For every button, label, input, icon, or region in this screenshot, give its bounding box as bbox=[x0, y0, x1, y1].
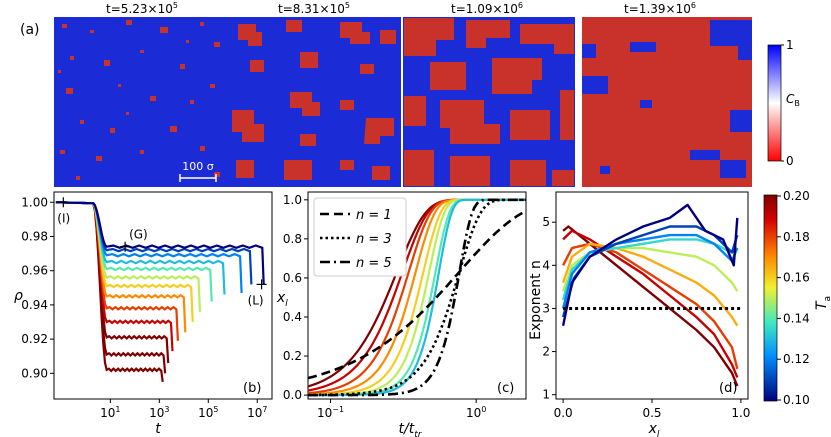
b-ytick-label: 0.92 bbox=[21, 332, 48, 346]
panel-b-ylabel: ρ bbox=[14, 288, 23, 304]
panel-c-ylabel: xl bbox=[276, 290, 288, 309]
cb-tick-bottom: 0 bbox=[786, 154, 794, 168]
ta-tick-label: 0.12 bbox=[783, 352, 810, 366]
panel-label-c: (c) bbox=[497, 381, 514, 396]
c-avrami-line bbox=[308, 198, 526, 397]
snapshot-4 bbox=[582, 17, 752, 187]
snapshot-title-4: t=1.39×106 bbox=[624, 1, 696, 16]
snapshot-title-3: t=1.09×106 bbox=[451, 1, 523, 16]
snapshot-1: 100 σ bbox=[54, 17, 229, 187]
panel-d-content: 5 4 3 2 1 0.0 0.5 1.0 bbox=[542, 203, 750, 420]
cb-colorbar: 1 0 CB bbox=[767, 38, 800, 168]
d-series-line bbox=[562, 229, 739, 378]
b-ytick-label: 1.00 bbox=[21, 195, 48, 209]
c-legend-box bbox=[313, 197, 407, 277]
c-ytick-label: 0.6 bbox=[283, 271, 302, 285]
b-ytick-label: 0.94 bbox=[21, 298, 48, 312]
c-ytick-label: 0.8 bbox=[283, 232, 302, 246]
cb-label: CB bbox=[786, 92, 800, 108]
panel-c-content: 1.0 0.8 0.6 0.4 0.2 0.0 10−1 100 n = 1 n = 3 n = 5 bbox=[283, 193, 527, 420]
d-series-line bbox=[562, 242, 739, 370]
d-ytick-label: 3 bbox=[542, 301, 550, 315]
d-ytick-label: 5 bbox=[542, 215, 550, 229]
b-annotation-label: (G) bbox=[129, 228, 148, 242]
ta-colorbar-ticks: 0.20 0.18 0.16 0.14 0.12 0.10 bbox=[777, 189, 810, 407]
b-ytick-label: 0.96 bbox=[21, 264, 48, 278]
d-xtick-label: 0.0 bbox=[554, 406, 573, 420]
ta-tick-label: 0.18 bbox=[783, 230, 810, 244]
c-avrami-line bbox=[307, 209, 527, 380]
d-xtick-label: 0.5 bbox=[642, 406, 661, 420]
panel-label-b: (b) bbox=[243, 381, 261, 396]
panel-d-ylabel: Exponent n bbox=[528, 260, 544, 340]
panel-label-d: (d) bbox=[719, 381, 737, 396]
b-annotation-label: (I) bbox=[57, 211, 70, 225]
d-ytick-label: 1 bbox=[542, 388, 550, 402]
d-ytick-label: 4 bbox=[542, 258, 550, 272]
b-ytick-label: 0.90 bbox=[21, 366, 48, 380]
c-legend-label: n = 5 bbox=[356, 256, 392, 271]
d-series-line bbox=[561, 246, 739, 292]
b-xtick-label: 107 bbox=[247, 405, 267, 420]
panel-c-xlabel: t/ttr bbox=[399, 421, 423, 437]
b-series-line bbox=[55, 201, 253, 285]
c-xtick-label: 10−1 bbox=[317, 405, 344, 420]
b-series-line bbox=[55, 201, 179, 341]
d-series-line bbox=[561, 233, 739, 309]
b-xtick-label: 103 bbox=[149, 405, 169, 420]
panel-d: 5 4 3 2 1 0.0 0.5 1.0 (d) Exponent n xl bbox=[528, 191, 750, 437]
c-legend-label: n = 1 bbox=[356, 208, 392, 223]
snapshot-title-1: t=5.23×105 bbox=[106, 1, 178, 16]
panel-c: 1.0 0.8 0.6 0.4 0.2 0.0 10−1 100 n = 1 n = 3 n = 5… bbox=[276, 191, 527, 437]
d-series-line bbox=[561, 238, 739, 301]
b-annotation-label: (L) bbox=[248, 293, 264, 307]
panel-d-xlabel: xl bbox=[648, 421, 660, 437]
panel-b-content: 1.00 0.98 0.96 0.94 0.92 0.90 101 103 105 107 (I) (… bbox=[21, 195, 267, 420]
ta-tick-label: 0.14 bbox=[783, 311, 810, 325]
c-ytick-label: 1.0 bbox=[283, 193, 302, 207]
ta-tick-label: 0.16 bbox=[783, 271, 810, 285]
panel-b: 1.00 0.98 0.96 0.94 0.92 0.90 101 103 105 107 (I) (… bbox=[14, 191, 273, 437]
snapshot-3 bbox=[403, 17, 575, 187]
snapshot-2 bbox=[229, 17, 401, 187]
c-legend-label: n = 3 bbox=[356, 232, 392, 247]
snapshot-title-2: t=8.31×105 bbox=[278, 1, 350, 16]
scale-bar-label: 100 σ bbox=[182, 160, 213, 173]
b-xtick-label: 101 bbox=[100, 405, 120, 420]
ta-tick-label: 0.10 bbox=[783, 393, 810, 407]
panel-label-a: (a) bbox=[20, 22, 40, 38]
ta-tick-label: 0.20 bbox=[783, 189, 810, 203]
d-series-line bbox=[561, 242, 739, 327]
d-ytick-label: 2 bbox=[542, 345, 550, 359]
b-ytick-label: 0.98 bbox=[21, 229, 48, 243]
c-ytick-label: 0.2 bbox=[283, 349, 302, 363]
d-xtick-label: 1.0 bbox=[731, 406, 750, 420]
d-series-line bbox=[561, 203, 739, 326]
b-xtick-label: 105 bbox=[198, 405, 218, 420]
b-series-line bbox=[55, 201, 170, 364]
panel-b-xlabel: t bbox=[155, 421, 161, 437]
c-ytick-label: 0.0 bbox=[283, 388, 302, 402]
ta-label: Ta bbox=[814, 296, 831, 310]
cb-tick-top: 1 bbox=[786, 38, 794, 52]
c-ytick-label: 0.4 bbox=[283, 310, 302, 324]
ta-colorbar: 0.20 0.18 0.16 0.14 0.12 0.10 Ta bbox=[763, 189, 831, 407]
b-series-line bbox=[55, 201, 265, 285]
c-xtick-label: 100 bbox=[466, 405, 486, 420]
